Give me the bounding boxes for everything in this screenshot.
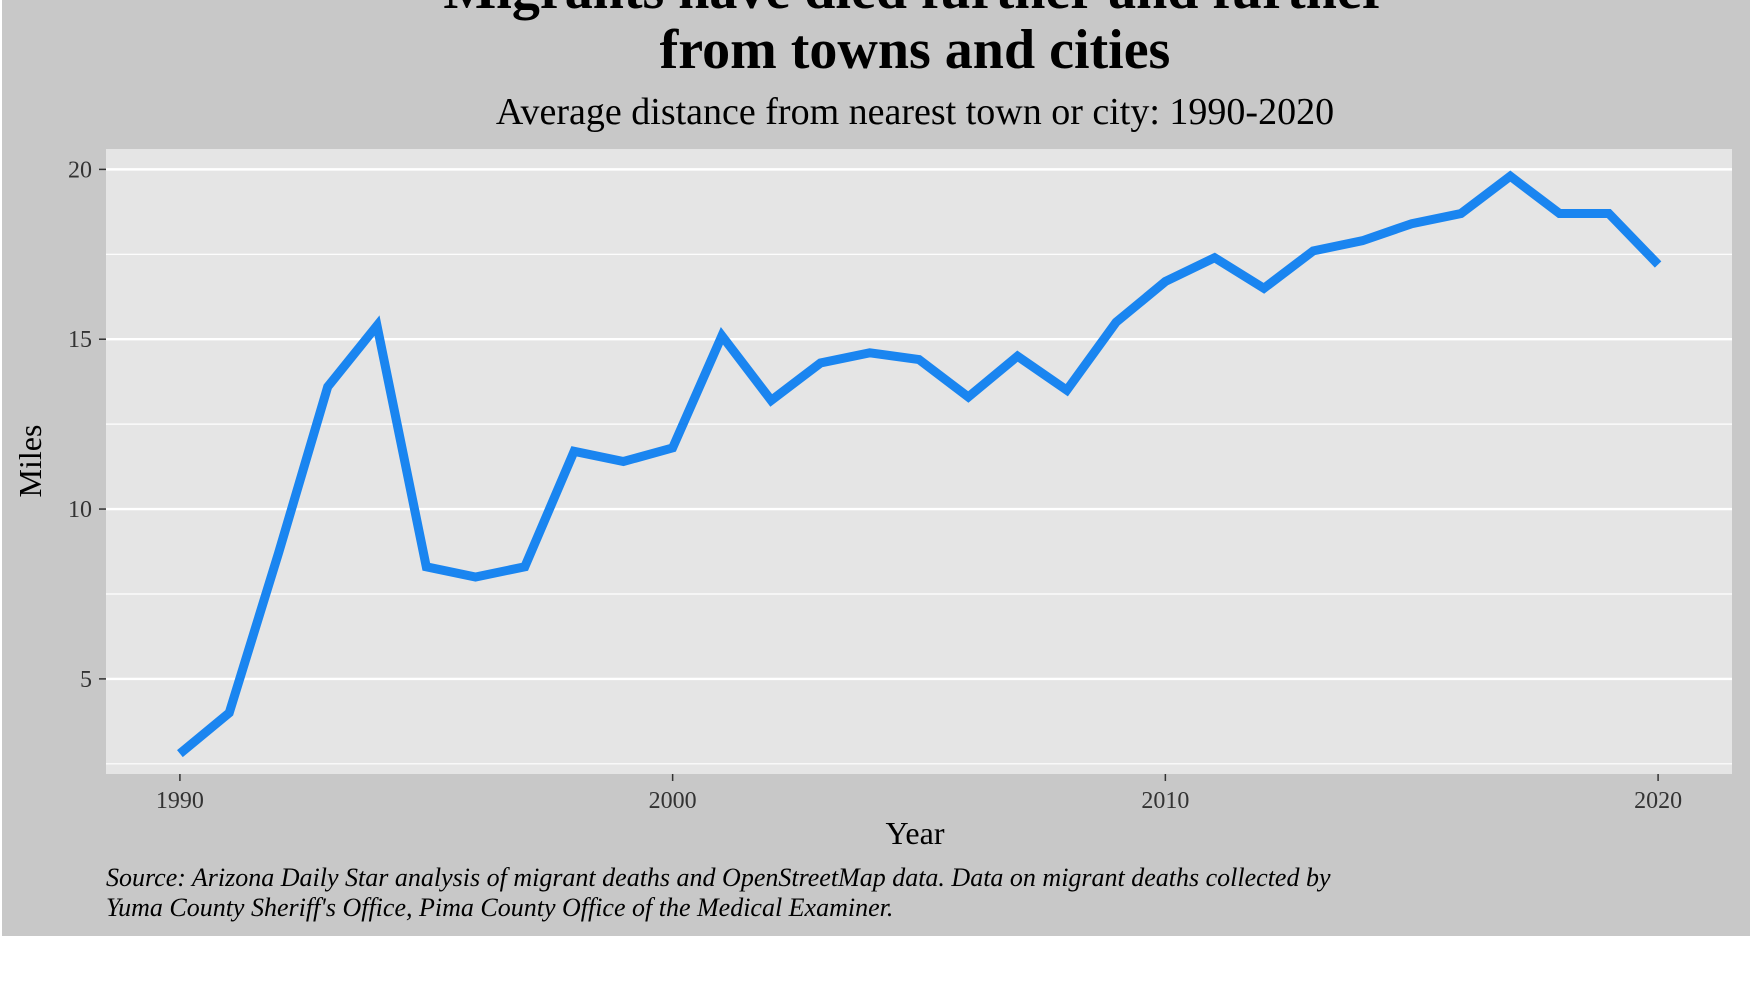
gridlines [106,168,1732,765]
plot-panel [106,149,1732,774]
x-axis: 1990 2000 2010 2020 [156,774,1682,814]
chart-subtitle: Average distance from nearest town or ci… [496,91,1334,133]
x-tick-label: 2020 [1634,788,1682,814]
y-tick-label: 20 [68,157,92,183]
x-tick-label: 2010 [1141,788,1189,814]
source-caption-line-2: Yuma County Sheriff's Office, Pima Count… [106,893,893,922]
y-axis-title: Miles [12,425,48,498]
chart-title-line-1: Migrants have died further and further [443,0,1386,21]
x-tick-label: 2000 [649,788,697,814]
y-tick-label: 5 [80,667,92,693]
x-tick-label: 1990 [156,788,204,814]
y-axis: 5 10 15 20 [68,157,106,693]
series-layer [177,170,1662,758]
y-tick-label: 10 [68,497,92,523]
y-tick-label: 15 [68,327,92,353]
source-caption-line-1: Source: Arizona Daily Star analysis of m… [106,863,1331,892]
chart-title-line-2: from towns and cities [660,19,1171,81]
x-axis-title: Year [886,815,945,851]
series-line [177,170,1662,758]
